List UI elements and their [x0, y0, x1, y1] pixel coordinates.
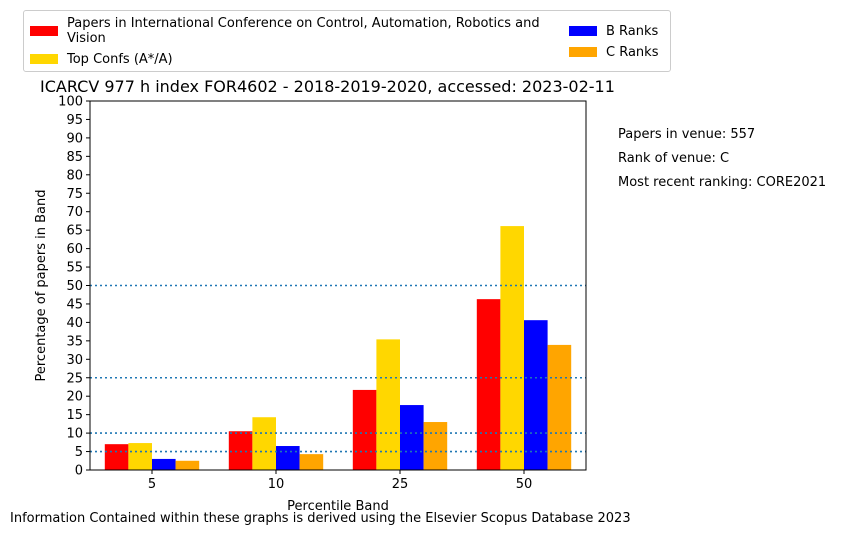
plot-frame: [89, 100, 587, 471]
legend-label-top-confs: Top Confs (A*/A): [67, 52, 173, 67]
bar-3-10: [276, 446, 300, 470]
legend-swatch-papers: [30, 26, 58, 36]
x-tick-label-10: 10: [268, 477, 285, 492]
y-tick-label-70: 70: [66, 205, 83, 220]
y-tick-label-45: 45: [66, 297, 83, 312]
x-tick-label-5: 5: [148, 477, 156, 492]
chart-legend: Papers in International Conference on Co…: [23, 10, 671, 72]
legend-label-c-ranks: C Ranks: [606, 45, 659, 60]
y-tick-label-100: 100: [58, 95, 83, 110]
bar-4-50: [547, 344, 572, 470]
bar-1-5: [104, 444, 129, 470]
chart-title: ICARCV 977 h index FOR4602 - 2018-2019-2…: [40, 77, 615, 96]
y-tick-label-10: 10: [66, 427, 83, 442]
y-tick-label-90: 90: [66, 131, 83, 146]
bar-3-25: [400, 405, 424, 470]
bar-4-5: [175, 460, 200, 470]
x-tick-label-50: 50: [516, 477, 533, 492]
y-tick-label-65: 65: [66, 224, 83, 239]
legend-swatch-b-ranks: [569, 26, 597, 36]
bar-1-25: [352, 389, 377, 470]
y-tick-label-35: 35: [66, 334, 83, 349]
y-tick-label-85: 85: [66, 150, 83, 165]
y-tick-label-25: 25: [66, 371, 83, 386]
y-axis-label: Percentage of papers in Band: [34, 189, 49, 381]
y-tick-label-75: 75: [66, 187, 83, 202]
legend-label-b-ranks: B Ranks: [606, 24, 659, 39]
y-tick-label-50: 50: [66, 279, 83, 294]
legend-swatch-c-ranks: [569, 47, 597, 57]
rank-of-venue-note: Rank of venue: C: [618, 151, 730, 166]
legend-swatch-top-confs: [30, 54, 58, 64]
y-tick-label-55: 55: [66, 261, 83, 276]
bar-1-50: [476, 299, 501, 470]
bar-4-10: [299, 454, 324, 470]
y-tick-label-30: 30: [66, 353, 83, 368]
bar-2-10: [252, 417, 276, 470]
data-source-footer: Information Contained within these graph…: [10, 511, 631, 526]
bar-1-10: [228, 431, 253, 470]
bar-2-25: [376, 339, 400, 470]
y-tick-label-80: 80: [66, 168, 83, 183]
bar-2-50: [500, 226, 524, 470]
papers-in-venue-note: Papers in venue: 557: [618, 127, 756, 142]
y-tick-label-40: 40: [66, 316, 83, 331]
y-tick-label-60: 60: [66, 242, 83, 257]
legend-label-papers: Papers in International Conference on Co…: [67, 16, 540, 46]
bar-3-5: [152, 458, 176, 470]
bar-3-50: [524, 320, 548, 470]
most-recent-ranking-note: Most recent ranking: CORE2021: [618, 175, 827, 190]
y-tick-label-0: 0: [75, 464, 83, 479]
y-tick-label-15: 15: [66, 408, 83, 423]
bar-2-5: [128, 443, 152, 470]
y-tick-label-95: 95: [66, 113, 83, 128]
x-tick-label-25: 25: [392, 477, 409, 492]
x-axis-label: Percentile Band: [287, 499, 389, 514]
y-tick-label-5: 5: [75, 445, 83, 460]
y-tick-label-20: 20: [66, 390, 83, 405]
bar-4-25: [423, 422, 448, 470]
